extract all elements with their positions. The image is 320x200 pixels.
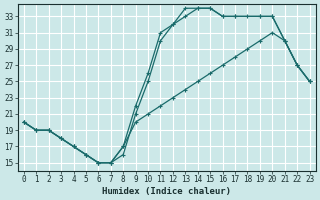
- X-axis label: Humidex (Indice chaleur): Humidex (Indice chaleur): [102, 187, 231, 196]
